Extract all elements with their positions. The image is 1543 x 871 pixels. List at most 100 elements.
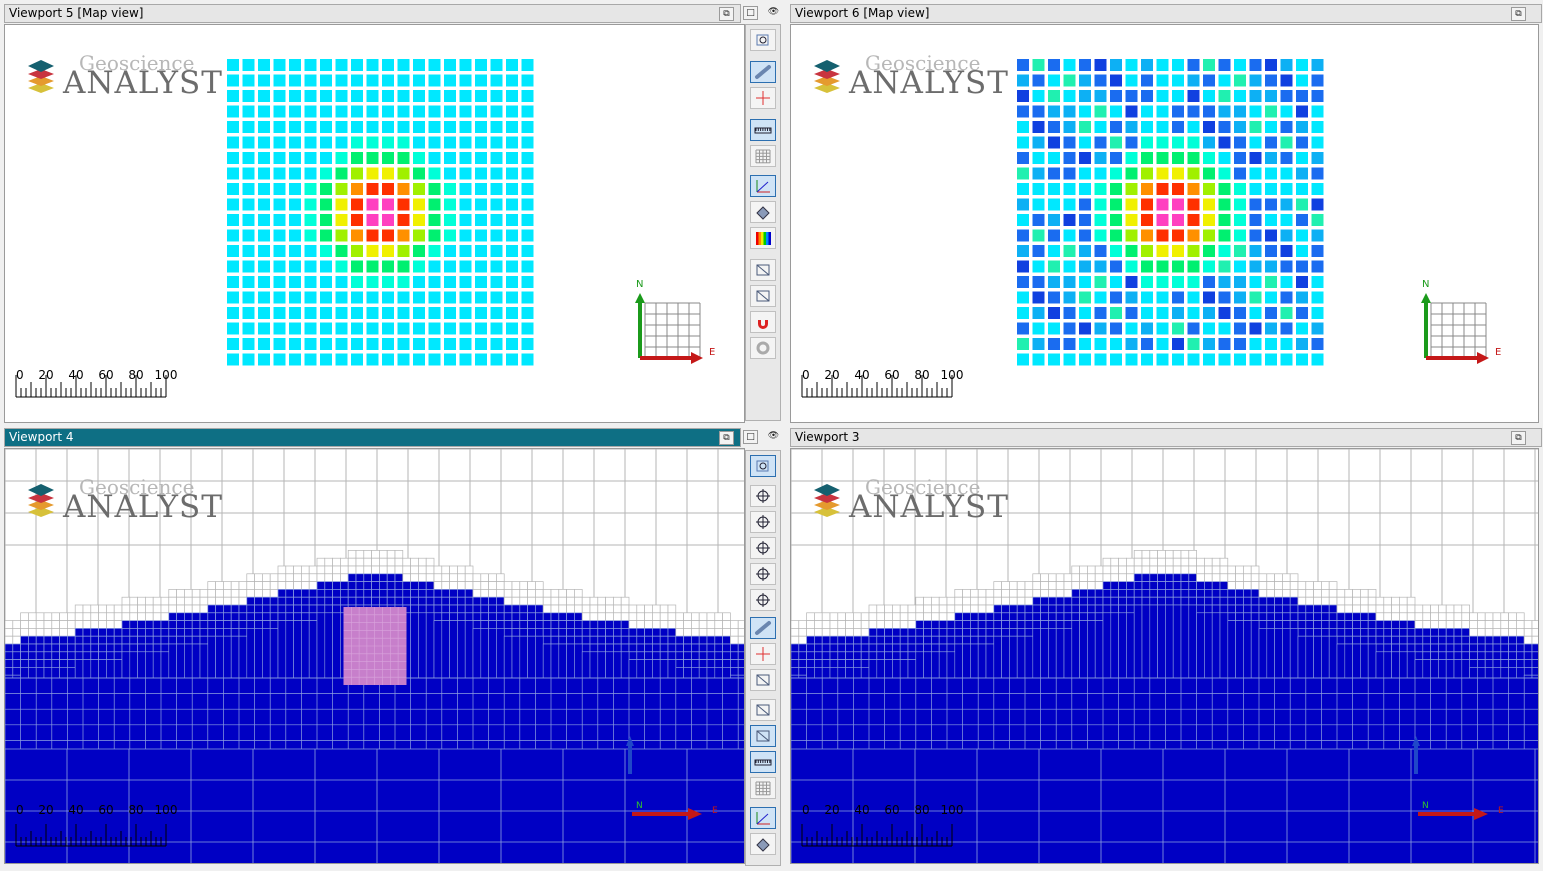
- grid-cell: [1094, 214, 1107, 226]
- grid-cell: [1249, 229, 1262, 242]
- grid-button[interactable]: [750, 777, 776, 799]
- grid-cell: [351, 183, 363, 195]
- magnet-button[interactable]: [750, 311, 776, 333]
- paint-bucket-button[interactable]: [750, 201, 776, 223]
- ruler-button[interactable]: [750, 119, 776, 141]
- grid-cell: [304, 121, 317, 133]
- grid-cell: [1110, 338, 1122, 350]
- paint-bucket-button[interactable]: [750, 833, 776, 855]
- restore-icon[interactable]: ⧉: [719, 7, 734, 21]
- grid-cell: [1141, 291, 1153, 304]
- grid-cell: [1094, 152, 1107, 164]
- grid-cell: [258, 198, 270, 211]
- grid-cell: [1218, 260, 1231, 273]
- toolbar-top: [745, 24, 781, 421]
- viewport-3-titlebar[interactable]: Viewport 3 ⧉: [790, 428, 1542, 447]
- grid-cell: [413, 353, 425, 366]
- ruler-button[interactable]: [750, 751, 776, 773]
- grid-cell: [1280, 276, 1293, 288]
- grid-cell: [428, 198, 441, 211]
- viewport-5-titlebar[interactable]: Viewport 5 [Map view] ⧉: [4, 4, 741, 23]
- focus-button[interactable]: [750, 537, 776, 559]
- grid-cell: [1249, 90, 1262, 102]
- zoom-extents-button[interactable]: [750, 455, 776, 477]
- clip-button[interactable]: [750, 669, 776, 691]
- grid-cell: [335, 121, 348, 133]
- rotate-button[interactable]: [750, 511, 776, 533]
- grid-button[interactable]: [750, 145, 776, 167]
- grid-cell: [1187, 152, 1200, 164]
- box-button[interactable]: [750, 725, 776, 747]
- grid-cell: [258, 276, 270, 288]
- visibility-icon[interactable]: 👁: [767, 7, 780, 17]
- grid-cell: [1234, 74, 1246, 87]
- viewport-6[interactable]: Viewport 6 [Map view] ⧉ Geoscience ANALY…: [790, 4, 1543, 423]
- grid-cell: [382, 183, 394, 195]
- grid-cell: [459, 245, 472, 257]
- grid-cell: [1234, 198, 1246, 211]
- axes-button[interactable]: [750, 807, 776, 829]
- grid-cell: [366, 121, 379, 133]
- grid-cell: [459, 307, 472, 319]
- grid-cell: [413, 136, 425, 149]
- settings-button[interactable]: [750, 337, 776, 359]
- grid-cell: [1296, 121, 1308, 133]
- grid-cell: [227, 353, 239, 366]
- compass-north-label: N: [636, 801, 643, 811]
- viewport-5[interactable]: Viewport 5 [Map view] ⧉ □ 👁 Geoscience A…: [4, 4, 786, 423]
- grid-cell: [320, 59, 332, 71]
- grid-cell: [1218, 322, 1231, 335]
- viewport-3[interactable]: Viewport 3 ⧉ Geoscience ANALYST 0 20 40 60 8…: [790, 428, 1543, 868]
- grid-cell: [1234, 59, 1246, 71]
- grid-cell: [1017, 307, 1029, 319]
- grid-cell: [1234, 291, 1246, 304]
- pan-button[interactable]: [750, 485, 776, 507]
- grid-cell: [1172, 291, 1184, 304]
- grid-cell: [227, 121, 239, 133]
- restore-icon[interactable]: ⧉: [1511, 7, 1526, 21]
- orbit-button[interactable]: [750, 563, 776, 585]
- grid-cell: [1218, 152, 1231, 164]
- grid-cell: [459, 74, 472, 87]
- crosshair-icon: [756, 91, 770, 105]
- grid-cell: [1110, 105, 1122, 118]
- center-button[interactable]: [750, 589, 776, 611]
- grid-cell: [382, 90, 394, 102]
- zoom-extents-button[interactable]: [750, 29, 776, 51]
- slice-button[interactable]: [750, 699, 776, 721]
- grid-cell: [1094, 74, 1107, 87]
- pan-icon: [756, 489, 770, 503]
- maximize-icon[interactable]: □: [743, 6, 758, 20]
- grid-cell: [490, 59, 503, 71]
- grid-cell: [273, 229, 286, 242]
- grid-cell: [1218, 307, 1231, 319]
- grid-cell: [506, 245, 518, 257]
- link-button[interactable]: [750, 617, 776, 639]
- restore-icon[interactable]: ⧉: [719, 431, 734, 445]
- maximize-icon[interactable]: □: [743, 430, 758, 444]
- crosshair-button[interactable]: [750, 643, 776, 665]
- link-button[interactable]: [750, 61, 776, 83]
- geoscience-analyst-logo: Geoscience ANALYST: [811, 51, 1008, 105]
- viewport-6-titlebar[interactable]: Viewport 6 [Map view] ⧉: [790, 4, 1542, 23]
- grid-cell: [335, 74, 348, 87]
- viewport-4[interactable]: Viewport 4 ⧉ □ 👁 Geoscience ANALYST 0 20 4…: [4, 428, 786, 868]
- box-3d-button[interactable]: [750, 285, 776, 307]
- crosshair-button[interactable]: [750, 87, 776, 109]
- viewport-4-titlebar[interactable]: Viewport 4 ⧉: [4, 428, 741, 447]
- crosshair-icon: [756, 647, 770, 661]
- grid-cell: [506, 229, 518, 242]
- color-bar-button[interactable]: [750, 227, 776, 249]
- scale-label: 60: [98, 803, 113, 817]
- grid-cell: [1156, 105, 1169, 118]
- box-icon: [756, 730, 770, 742]
- axes-button[interactable]: [750, 175, 776, 197]
- camera-button[interactable]: [750, 259, 776, 281]
- restore-icon[interactable]: ⧉: [1511, 431, 1526, 445]
- visibility-icon[interactable]: 👁: [767, 431, 780, 441]
- grid-cell: [506, 167, 518, 180]
